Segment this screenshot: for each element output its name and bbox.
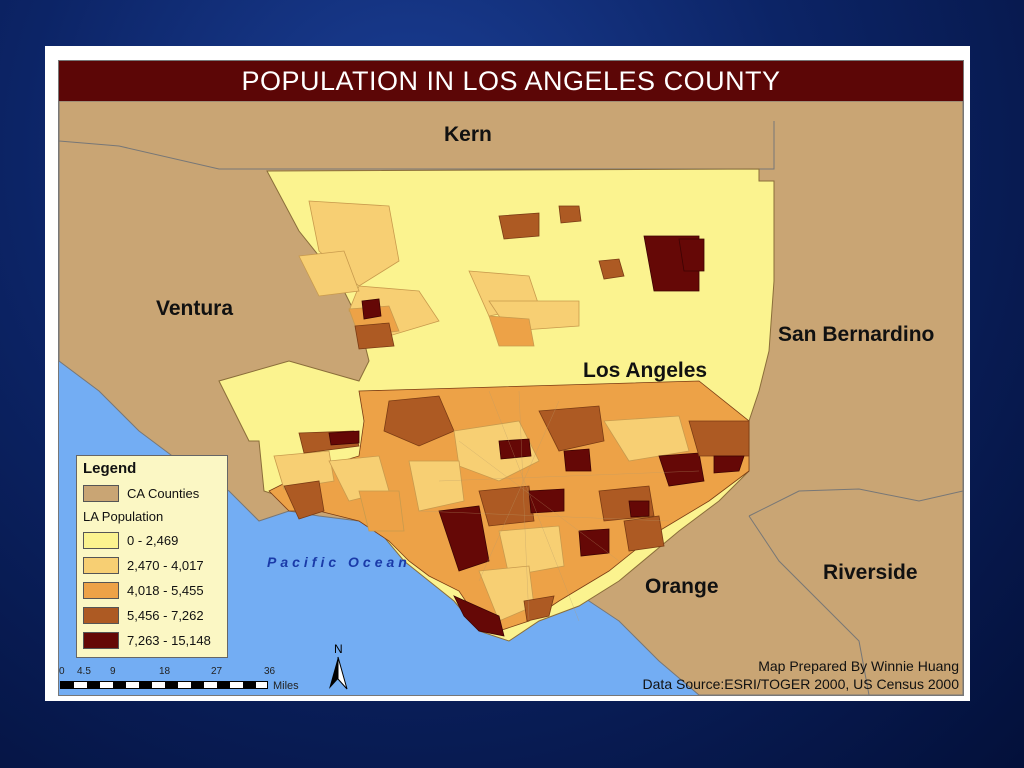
legend-label-counties: CA Counties <box>127 486 200 501</box>
county-label-kern: Kern <box>444 123 492 146</box>
map-title: POPULATION IN LOS ANGELES COUNTY <box>59 61 963 101</box>
legend-row-class-2: 2,470 - 4,017 <box>83 553 221 578</box>
ocean-label: Pacific Ocean <box>267 554 411 570</box>
scale-bar-graphic <box>60 681 268 689</box>
scale-bar: 0 4.5 9 18 27 36 Miles <box>59 666 319 694</box>
credit-prepared-by: Map Prepared By Winnie Huang <box>758 658 959 674</box>
legend-row-class-5: 7,263 - 15,148 <box>83 628 221 653</box>
county-label-los-angeles: Los Angeles <box>583 359 708 382</box>
scale-tick-18: 18 <box>159 666 171 677</box>
scale-unit: Miles <box>273 680 299 692</box>
legend-row-class-1: 0 - 2,469 <box>83 528 221 553</box>
county-label-riverside: Riverside <box>823 561 918 584</box>
legend-label-class-2: 2,470 - 4,017 <box>127 558 204 573</box>
legend-row-class-3: 4,018 - 5,455 <box>83 578 221 603</box>
legend-label-class-4: 5,456 - 7,262 <box>127 608 204 623</box>
scale-tick-27: 27 <box>211 666 223 677</box>
legend-swatch-class-5 <box>83 632 119 649</box>
credit-data-source: Data Source:ESRI/TOGER 2000, US Census 2… <box>642 676 959 692</box>
legend-population-heading: LA Population <box>83 509 164 524</box>
county-label-orange: Orange <box>645 575 719 598</box>
county-label-ventura: Ventura <box>156 297 234 320</box>
legend-label-class-3: 4,018 - 5,455 <box>127 583 204 598</box>
slide-frame: POPULATION IN LOS ANGELES COUNTY Kern Ve… <box>45 46 970 701</box>
scale-tick-4-5: 4.5 <box>77 666 91 677</box>
legend-swatch-class-4 <box>83 607 119 624</box>
scale-tick-0: 0 <box>59 666 65 677</box>
scale-tick-9: 9 <box>110 666 116 677</box>
map-legend: Legend CA Counties LA Population 0 - 2,4… <box>76 455 228 658</box>
legend-swatch-class-1 <box>83 532 119 549</box>
legend-swatch-class-3 <box>83 582 119 599</box>
legend-label-class-5: 7,263 - 15,148 <box>127 633 211 648</box>
street-grid <box>418 390 700 622</box>
legend-row-class-4: 5,456 - 7,262 <box>83 603 221 628</box>
legend-row-counties: CA Counties <box>83 481 221 506</box>
county-label-san-bernardino: San Bernardino <box>778 323 935 346</box>
map-credits: Map Prepared By Winnie Huang Data Source… <box>643 657 959 693</box>
north-label: N <box>334 642 343 656</box>
legend-label-class-1: 0 - 2,469 <box>127 533 179 548</box>
orange-border <box>748 515 870 695</box>
scale-tick-36: 36 <box>264 666 276 677</box>
kern-border <box>59 121 775 170</box>
map-panel: POPULATION IN LOS ANGELES COUNTY Kern Ve… <box>58 60 964 696</box>
legend-swatch-counties <box>83 485 119 502</box>
orange-riverside-border <box>748 488 963 517</box>
legend-swatch-class-2 <box>83 557 119 574</box>
legend-title: Legend <box>83 460 137 477</box>
north-arrow-icon: N <box>329 642 348 690</box>
